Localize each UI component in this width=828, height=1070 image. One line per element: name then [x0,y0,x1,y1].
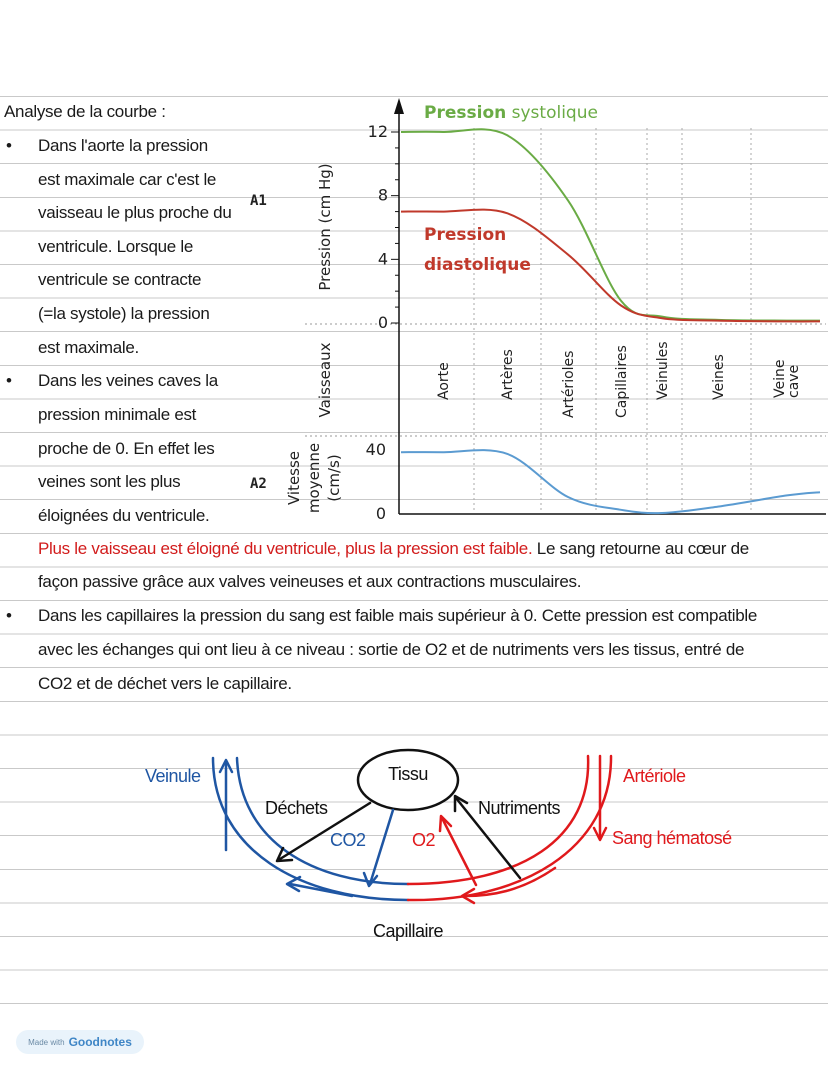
bullet: • [6,371,12,390]
text-line: Dans les veines caves la [38,371,218,390]
category-label: Aorte [436,362,452,400]
goodnotes-badge[interactable]: Made with Goodnotes [16,1030,144,1054]
venule-outer-wall [211,756,410,902]
y2-tick-label: 0 [376,504,386,523]
arteriole-outer-wall [406,754,613,902]
y2-axis-label: (cm/s) [325,454,343,501]
arrow-head [453,794,469,813]
o2-label: O2 [412,830,436,850]
capillary-arterial-arrow-icon [463,866,557,898]
bullet: • [6,136,12,155]
tissue-ellipse [356,748,460,812]
y-tick-label: 0 [378,313,388,332]
y-tick-label: 4 [378,249,388,268]
legend-diastolic-1: Pression [424,225,506,245]
arrow-head [460,887,476,905]
arrow-head [275,846,294,863]
conclusion-red: Plus le vaisseau est éloigné du ventricu… [38,539,533,558]
panel-label-a1: A1 [250,193,267,209]
text-line: proche de 0. En effet les [38,439,215,458]
category-label: Veine [772,360,788,398]
text-line: Dans l'aorte la pression [38,136,208,155]
text-line: CO2 et de déchet vers le capillaire. [38,674,292,693]
capillary-flow-arrow-icon [288,882,354,898]
arrow-head [438,814,453,833]
text-line: avec les échanges qui ont lieu à ce nive… [38,640,745,659]
ruled-paper [0,96,828,1021]
arrow-head [285,875,302,893]
y2-axis-label: moyenne [305,443,323,513]
text-line: ventricule se contracte [38,270,202,289]
text-line: éloignées du ventricule. [38,506,210,525]
oxygenated-blood-label: Sang hématosé [612,828,732,848]
goodnotes-brand: Goodnotes [68,1035,132,1049]
text-line: est maximale car c'est le [38,170,217,189]
venule-label: Veinule [145,766,201,786]
legend-systolic-rest: systolique [506,103,598,123]
category-label: cave [786,365,802,398]
co2-label: CO2 [330,830,366,850]
y-tick-label: 8 [378,186,388,205]
arrow-head [218,758,234,774]
capillary-label: Capillaire [373,921,444,941]
y-axis-arrow-icon [394,98,404,114]
arteriole-inner-wall [406,754,590,886]
made-with-label: Made with [28,1037,65,1047]
y-tick-label: 12 [368,122,388,141]
legend-systolic-bold: Pression [424,103,506,123]
conclusion-black: Le sang retourne au cœur de [532,539,749,558]
waste-label: Déchets [265,798,328,818]
conclusion-line: Plus le vaisseau est éloigné du ventricu… [38,538,749,560]
diastolic-curve [400,208,821,323]
x-axis-label: Vaisseaux [316,342,334,417]
category-label: Capillaires [614,345,630,418]
text-line: Dans les capillaires la pression du sang… [38,606,758,625]
legend-diastolic-2: diastolique [424,255,531,275]
tissue-label: Tissu [388,764,428,784]
arrow-head [362,871,379,888]
text-line: façon passive grâce aux valves veineuses… [38,572,582,591]
text-line: veines sont les plus [38,472,181,491]
y2-tick-label: 40 [366,440,386,459]
panel-label-a2: A2 [250,476,267,492]
y-axis-label: Pression (cm Hg) [316,163,334,290]
nutrients-arrow-icon [454,796,522,880]
arrow-head [592,826,608,842]
pressure-velocity-chart: 0 4 8 12 0 40 A1 A2 Pression (cm Hg) Vaisseaux Vit… [250,98,826,523]
text-line: pression minimale est [38,405,197,424]
velocity-curve [400,449,821,515]
category-label: Artérioles [561,351,577,418]
co2-arrow-icon [368,808,395,886]
category-label: Veines [711,354,727,400]
legend-systolic: Pression systolique [424,103,598,123]
category-label: Veinules [655,341,671,400]
text-line: est maximale. [38,338,139,357]
nutrients-label: Nutriments [478,798,561,818]
arteriole-label: Artériole [623,766,686,786]
y2-axis-label: Vitesse [285,451,303,505]
text-line: vaisseau le plus proche du [38,203,232,222]
text-line: (=la systole) la pression [38,304,210,323]
section-title: Analyse de la courbe : [4,102,166,121]
o2-arrow-icon [440,816,478,887]
category-label: Artères [500,349,516,400]
text-line: ventricule. Lorsque le [38,237,193,256]
waste-arrow-icon [278,801,372,861]
bullet: • [6,606,12,625]
